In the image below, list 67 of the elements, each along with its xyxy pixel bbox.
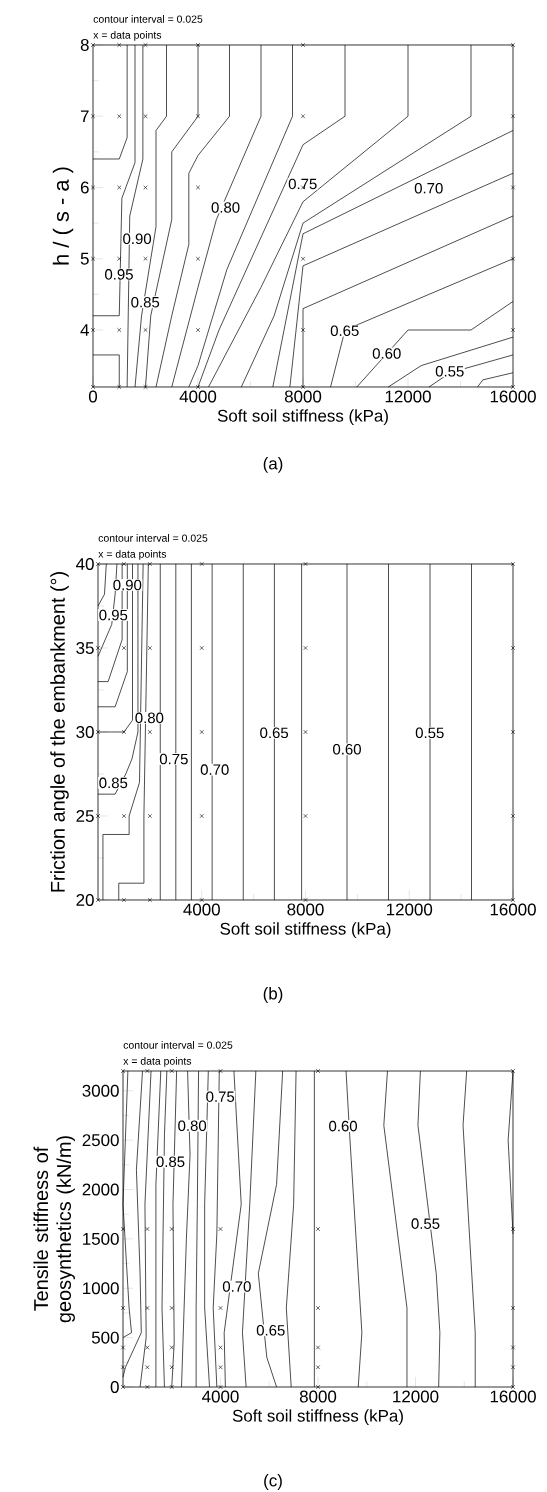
annotation: 0.70 [200,764,229,775]
y-tick-label: 35 [76,641,94,654]
x-tick-label: 16000 [490,1390,536,1403]
annotation: 0.75 [159,753,188,765]
x-tick-label: 8000 [299,1390,337,1403]
annotation: 0.80 [135,712,164,724]
x-axis-title: Soft soil stiffness (kPa) [220,922,391,939]
y-axis-title: Friction angle of the embankment (°) [50,572,69,892]
annotation: 0.70 [222,1281,251,1292]
text: (a) [263,457,283,473]
x-tick-label: 4000 [183,903,220,916]
y-tick-label: 25 [76,809,94,822]
y-tick-label: 500 [91,1331,119,1344]
x-tick-label: 12000 [387,903,433,916]
y-tick-label: 8 [80,38,89,51]
y-tick-label: 6 [80,181,89,194]
text: contour interval = 0.025 [98,534,208,542]
annotation: 0.85 [99,777,128,789]
annotation: 0.55 [411,1218,440,1229]
y-tick-label: 30 [76,725,94,738]
annotation: 0.90 [113,579,142,591]
y-tick-label: 7 [80,110,89,123]
x-axis-title: Soft soil stiffness (kPa) [217,409,388,426]
y-tick-label: 1000 [83,1282,119,1295]
x-tick-label: 12000 [385,390,431,403]
y-tick-label: 3000 [82,1084,119,1097]
annotation: 0.75 [288,178,317,190]
text: contour interval = 0.025 [123,1041,233,1049]
y-tick-label: 2000 [82,1183,119,1196]
annotation: 0.60 [333,744,361,755]
x-tick-label: 4000 [202,1390,239,1403]
y-tick-label: 40 [76,557,94,570]
y-tick-label: 4 [80,324,89,336]
text: contour interval = 0.025 [93,15,203,23]
annotation: 0.90 [123,233,152,245]
x-tick-label: 16000 [490,390,536,403]
annotation: 0.80 [211,202,240,213]
annotation: 0.95 [99,609,128,621]
annotation: 0.60 [372,348,401,359]
annotation: 0.70 [414,182,443,194]
text: x = data points [123,1057,192,1067]
x-tick-label: 16000 [490,903,536,916]
annotation: 0.85 [156,1156,185,1168]
y-axis-title: Tensile stiffness of geosynthetics (kN/m) [33,1136,75,1323]
y-tick-label: 5 [80,252,89,265]
text: (c) [264,1474,282,1490]
x-axis-title: Soft soil stiffness (kPa) [232,1409,403,1426]
y-tick-label: 0 [110,1381,119,1393]
x-tick-label: 8000 [287,903,324,916]
annotation: 0.65 [256,1325,285,1336]
x-tick-label: 8000 [284,390,322,403]
annotation: 0.55 [415,727,444,739]
text: x = data points [93,31,162,41]
y-tick-label: 20 [76,893,94,906]
annotation: 0.60 [329,1120,358,1132]
annotation: 0.85 [131,296,160,308]
text: x = data points [98,550,167,560]
annotation: 0.95 [105,269,133,280]
y-tick-label: 1500 [83,1232,119,1245]
y-axis-title: h / ( s - a ) [52,167,74,265]
x-tick-label: 4000 [179,390,217,403]
y-tick-label: 2500 [82,1134,119,1147]
annotation: 0.75 [206,1091,235,1102]
x-tick-label: 12000 [393,1390,439,1403]
annotation: 0.80 [178,1120,207,1131]
text: (b) [263,987,283,1003]
annotation: 0.65 [260,727,289,739]
